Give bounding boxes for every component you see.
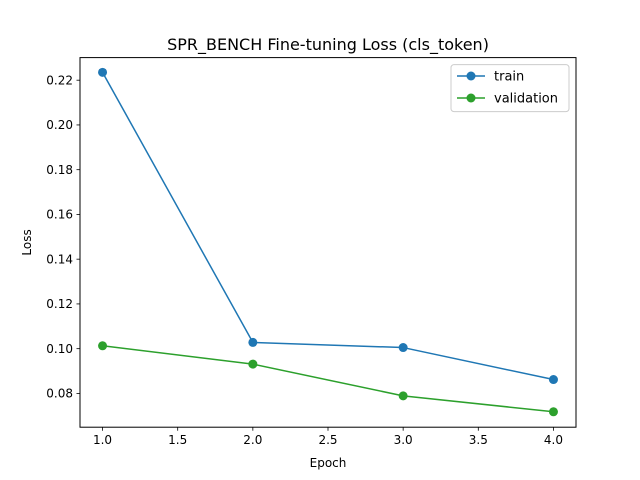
x-tick-label: 2.5 xyxy=(318,433,337,447)
y-tick-label: 0.14 xyxy=(46,252,73,266)
legend: train validation xyxy=(450,64,570,113)
data-point-validation xyxy=(248,359,258,369)
x-axis-ticks: 1.0 1.5 2.0 2.5 3.0 3.5 4.0 xyxy=(93,427,563,447)
x-tick-label: 1.5 xyxy=(168,433,187,447)
plot-area-frame xyxy=(79,57,577,428)
legend-train-label: train xyxy=(494,70,524,85)
y-tick-label: 0.18 xyxy=(46,163,73,177)
y-axis-label: Loss xyxy=(20,229,34,255)
x-tick-label: 1.0 xyxy=(93,433,112,447)
data-point-train xyxy=(398,343,408,353)
y-tick-label: 0.08 xyxy=(46,387,73,401)
x-axis-label: Epoch xyxy=(310,456,347,470)
legend-validation-label: validation xyxy=(494,92,558,107)
y-tick-label: 0.16 xyxy=(46,208,73,222)
y-tick-label: 0.10 xyxy=(46,342,73,356)
series-line-train xyxy=(101,72,554,381)
data-point-train xyxy=(248,337,258,347)
legend-validation-marker xyxy=(466,93,476,103)
series-line-validation xyxy=(102,345,554,413)
y-axis-ticks: 0.08 0.10 0.12 0.14 0.16 0.18 0.20 0.22 xyxy=(46,73,80,401)
data-point-validation xyxy=(548,407,558,417)
x-tick-label: 2.0 xyxy=(243,433,262,447)
chart-title: SPR_BENCH Fine-tuning Loss (cls_token) xyxy=(167,35,489,55)
x-tick-label: 3.0 xyxy=(394,433,413,447)
data-point-train xyxy=(98,67,108,77)
data-point-validation xyxy=(398,391,408,401)
y-tick-label: 0.22 xyxy=(46,73,73,87)
x-tick-label: 4.0 xyxy=(544,433,563,447)
series-layer xyxy=(98,67,558,417)
data-point-validation xyxy=(98,341,108,351)
y-tick-label: 0.12 xyxy=(46,297,73,311)
data-point-train xyxy=(548,375,558,385)
legend-train-marker xyxy=(466,71,476,81)
x-tick-label: 3.5 xyxy=(469,433,488,447)
y-tick-label: 0.20 xyxy=(46,118,73,132)
